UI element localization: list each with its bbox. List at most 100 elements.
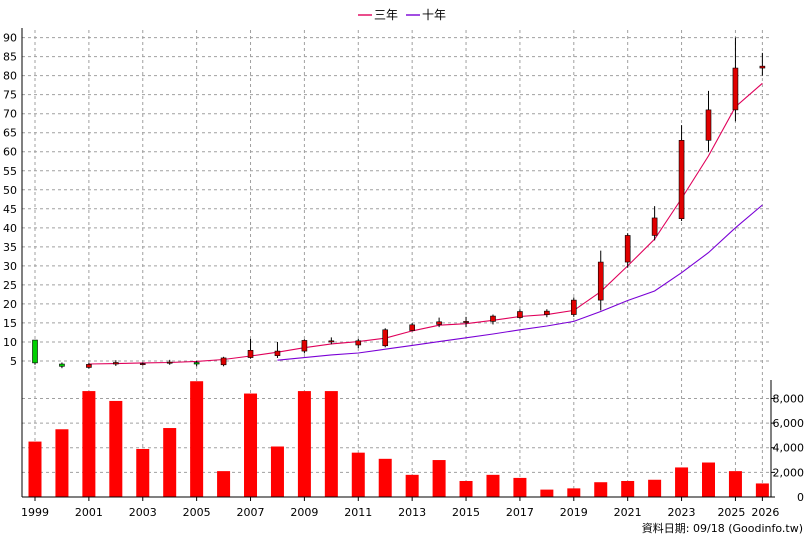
price-axis-ticks: 5 10 15 20 25 30 35 40 45 50 55 60 65 70 75 80 85 90	[3, 32, 17, 368]
x-tick-label: 2013	[398, 506, 426, 519]
price-tick-label: 5	[10, 355, 17, 368]
volume-bar	[486, 474, 500, 497]
x-tick-label: 2011	[344, 506, 372, 519]
volume-bar	[217, 471, 231, 497]
candle-body	[624, 235, 631, 263]
price-tick-label: 30	[3, 260, 17, 273]
candle-body	[651, 217, 658, 236]
price-tick-label: 10	[3, 336, 17, 349]
candle-body	[570, 299, 577, 315]
volume-bar	[459, 480, 473, 497]
volume-tick-label: 6,000	[773, 417, 805, 430]
volume-bar	[755, 483, 769, 497]
volume-gridlines	[22, 397, 771, 473]
price-tick-label: 70	[3, 108, 17, 121]
x-axis-ticks: 1999 2001 2003 2005 2007 2009 2011 2013 2015 2017…	[21, 497, 779, 519]
volume-bar	[82, 391, 96, 497]
volume-bar	[136, 448, 150, 497]
candle-body	[544, 310, 550, 315]
source-label: 資料日期: 09/18 (Goodinfo.tw)	[642, 521, 803, 535]
volume-bar	[163, 428, 177, 497]
candle-body	[301, 340, 308, 352]
candle-body	[517, 311, 523, 318]
candlesticks	[32, 37, 766, 369]
volume-bar	[405, 474, 419, 497]
moving-average-lines	[88, 82, 763, 365]
volume-bar	[513, 477, 527, 497]
candle-body	[759, 65, 766, 69]
candle-body	[597, 261, 604, 301]
volume-bar	[621, 480, 635, 497]
candle-body	[247, 350, 254, 358]
candle-body	[678, 140, 685, 219]
candle-body	[139, 363, 146, 365]
candle-body	[355, 340, 362, 346]
price-tick-label: 85	[3, 51, 17, 64]
chart-frame	[21, 28, 772, 498]
x-tick-label: 2025	[717, 506, 745, 519]
volume-bar	[190, 381, 204, 497]
volume-bar	[297, 391, 311, 497]
volume-bar	[540, 489, 554, 497]
candle-body	[436, 321, 442, 325]
ma-line	[88, 82, 763, 365]
volume-bar	[28, 441, 42, 497]
price-tick-label: 15	[3, 317, 17, 330]
candle-body	[59, 363, 65, 367]
candle-body	[274, 350, 281, 356]
x-tick-label: 2023	[668, 506, 696, 519]
legend-label-3yr: 三年	[374, 8, 398, 22]
volume-tick-label: 0	[797, 491, 804, 504]
legend: 三年 十年	[358, 8, 446, 22]
volume-bar	[594, 482, 608, 497]
candle-body	[732, 67, 739, 111]
x-tick-label: 2009	[290, 506, 318, 519]
volume-bar	[270, 446, 284, 497]
volume-tick-label: 2,000	[773, 466, 805, 479]
price-tick-label: 45	[3, 203, 17, 216]
price-tick-label: 25	[3, 279, 17, 292]
volume-bar	[55, 429, 69, 497]
price-tick-label: 65	[3, 127, 17, 140]
volume-tick-label: 4,000	[773, 442, 805, 455]
ma-line	[277, 204, 763, 361]
candle-body	[113, 362, 119, 365]
candle-body	[328, 340, 335, 343]
candle-body	[32, 339, 38, 364]
candle-body	[705, 109, 712, 141]
price-tick-label: 55	[3, 165, 17, 178]
candle-body	[382, 329, 389, 347]
x-tick-label: 2001	[75, 506, 103, 519]
x-tick-label: 2021	[614, 506, 642, 519]
price-tick-label: 75	[3, 89, 17, 102]
legend-label-10yr: 十年	[422, 8, 446, 22]
volume-bar	[728, 471, 742, 497]
x-tick-label: 2019	[560, 506, 588, 519]
candle-body	[220, 357, 227, 366]
price-tick-label: 50	[3, 184, 17, 197]
x-tick-label: 1999	[21, 506, 49, 519]
volume-bar	[324, 391, 338, 497]
price-tick-label: 35	[3, 241, 17, 254]
candle-body	[409, 324, 415, 331]
x-tick-label: 2017	[506, 506, 534, 519]
price-tick-label: 40	[3, 222, 17, 235]
volume-bar	[567, 488, 581, 497]
volume-bar	[648, 479, 662, 497]
candle-body	[166, 361, 173, 364]
volume-bar	[378, 458, 392, 497]
volume-tick-label: 8,000	[773, 392, 805, 405]
price-tick-label: 60	[3, 146, 17, 159]
x-tick-label: 2003	[129, 506, 157, 519]
volume-bar	[702, 462, 715, 497]
candle-body	[193, 362, 200, 365]
price-tick-label: 20	[3, 298, 17, 311]
x-tick-label: 2007	[237, 506, 265, 519]
volume-bar	[109, 400, 123, 497]
candle-body	[490, 315, 496, 322]
volume-bar	[351, 452, 365, 497]
volume-bar	[244, 393, 258, 497]
volume-axis-ticks: 0 2,000 4,000 6,000 8,000	[771, 392, 804, 504]
